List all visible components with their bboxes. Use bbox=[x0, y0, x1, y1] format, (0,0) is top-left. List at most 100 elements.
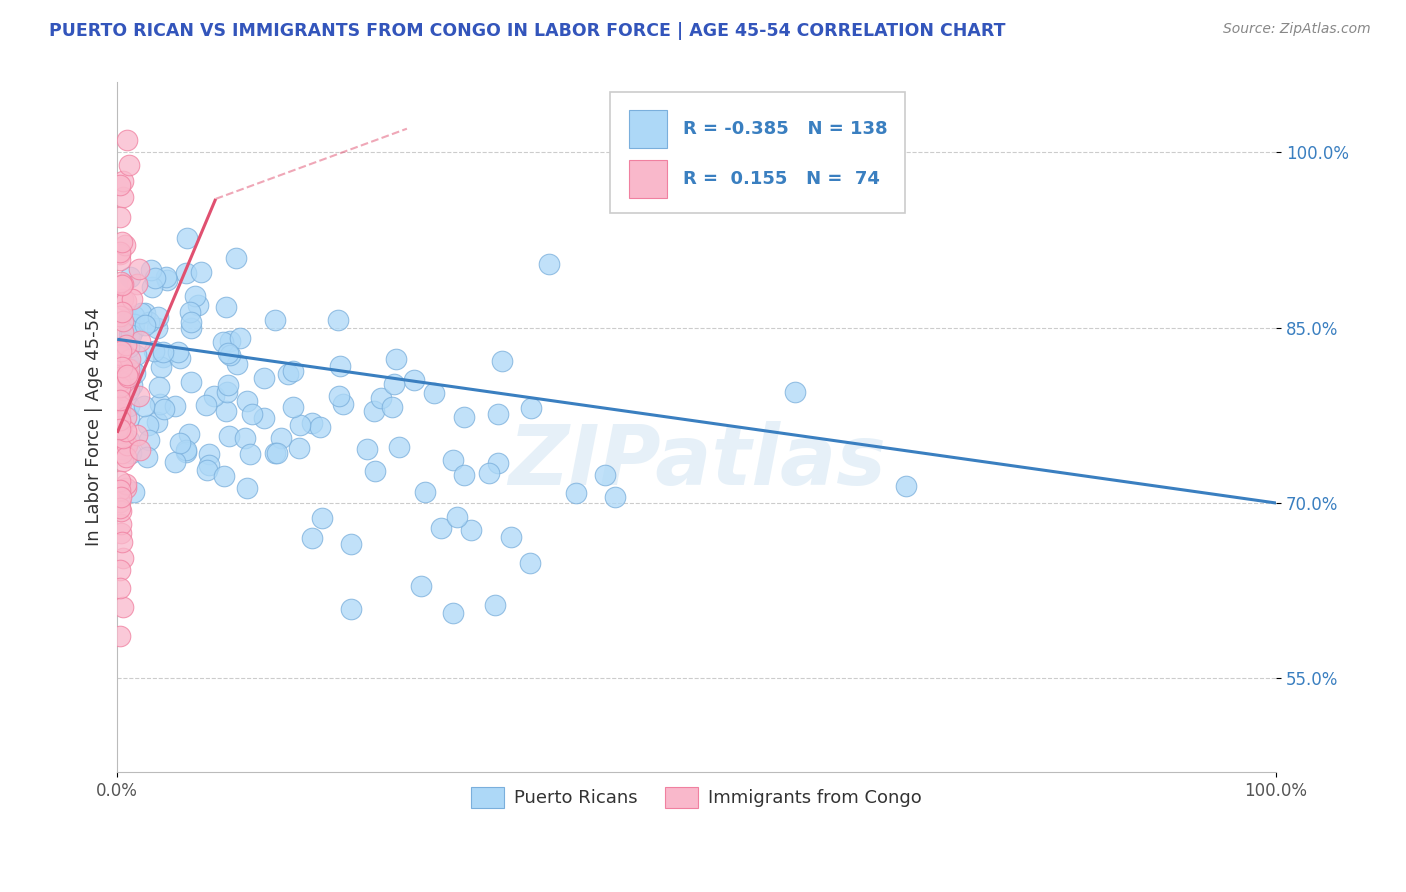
Point bbox=[180, 376, 202, 390]
FancyBboxPatch shape bbox=[630, 110, 666, 148]
Point bbox=[165, 399, 187, 413]
Point bbox=[114, 238, 136, 252]
Point bbox=[108, 400, 131, 414]
Point bbox=[112, 383, 135, 397]
Point bbox=[148, 380, 170, 394]
Point bbox=[145, 415, 167, 429]
Point bbox=[146, 320, 169, 334]
Point bbox=[225, 252, 247, 266]
Text: R = -0.385   N = 138: R = -0.385 N = 138 bbox=[683, 120, 887, 138]
Point bbox=[108, 309, 131, 323]
Point bbox=[117, 370, 139, 384]
Point bbox=[443, 606, 465, 620]
Point bbox=[118, 329, 141, 343]
Point bbox=[108, 252, 131, 267]
Point bbox=[214, 300, 236, 314]
Point bbox=[484, 598, 506, 612]
Point bbox=[195, 398, 218, 412]
Point bbox=[108, 374, 131, 388]
Point bbox=[121, 377, 143, 392]
Point bbox=[212, 469, 235, 483]
Point bbox=[138, 434, 160, 448]
Point bbox=[277, 368, 299, 382]
Point bbox=[219, 334, 242, 348]
Point bbox=[174, 445, 197, 459]
Point bbox=[156, 273, 179, 287]
Point bbox=[108, 247, 131, 261]
Point bbox=[112, 550, 135, 565]
Point bbox=[215, 404, 238, 418]
Point bbox=[111, 325, 134, 339]
Point bbox=[118, 326, 141, 340]
Point bbox=[233, 431, 256, 445]
Point bbox=[118, 158, 141, 172]
Point bbox=[381, 401, 404, 415]
FancyBboxPatch shape bbox=[610, 92, 905, 213]
Point bbox=[120, 361, 142, 376]
Point bbox=[603, 490, 626, 504]
Point bbox=[388, 440, 411, 454]
Point bbox=[491, 353, 513, 368]
Point bbox=[108, 501, 131, 516]
Point bbox=[108, 483, 131, 498]
Point bbox=[118, 433, 141, 447]
Point bbox=[118, 411, 141, 425]
Point bbox=[108, 563, 131, 577]
Point bbox=[110, 244, 132, 259]
Point bbox=[501, 530, 523, 544]
Point bbox=[363, 404, 385, 418]
Point bbox=[108, 422, 131, 436]
FancyBboxPatch shape bbox=[630, 160, 666, 197]
Point bbox=[134, 318, 156, 333]
Point bbox=[217, 346, 239, 360]
Point bbox=[486, 457, 509, 471]
Point bbox=[108, 406, 131, 420]
Point bbox=[169, 351, 191, 365]
Point bbox=[118, 312, 141, 326]
Point bbox=[129, 306, 152, 320]
Point bbox=[328, 389, 350, 403]
Point bbox=[111, 235, 134, 250]
Point bbox=[120, 446, 142, 460]
Text: PUERTO RICAN VS IMMIGRANTS FROM CONGO IN LABOR FORCE | AGE 45-54 CORRELATION CHA: PUERTO RICAN VS IMMIGRANTS FROM CONGO IN… bbox=[49, 22, 1005, 40]
Point bbox=[460, 523, 482, 537]
Point bbox=[152, 401, 174, 416]
Point bbox=[115, 368, 138, 383]
Point bbox=[136, 417, 159, 432]
Point bbox=[111, 599, 134, 614]
Point bbox=[409, 579, 432, 593]
Point bbox=[236, 482, 259, 496]
Point bbox=[110, 526, 132, 541]
Point bbox=[519, 556, 541, 570]
Point bbox=[108, 392, 131, 407]
Point bbox=[118, 399, 141, 413]
Point bbox=[266, 446, 288, 460]
Point bbox=[301, 416, 323, 430]
Point bbox=[120, 270, 142, 285]
Point bbox=[167, 345, 190, 359]
Point bbox=[239, 447, 262, 461]
Point bbox=[894, 479, 917, 493]
Point bbox=[122, 485, 145, 500]
Point bbox=[143, 271, 166, 285]
Point bbox=[179, 304, 201, 318]
Point bbox=[215, 385, 238, 400]
Point bbox=[169, 435, 191, 450]
Point bbox=[108, 346, 131, 360]
Point bbox=[146, 310, 169, 324]
Point bbox=[111, 277, 134, 292]
Point bbox=[110, 504, 132, 518]
Point bbox=[163, 454, 186, 468]
Point bbox=[174, 442, 197, 457]
Point bbox=[240, 407, 263, 421]
Point bbox=[219, 348, 242, 362]
Point bbox=[108, 413, 131, 427]
Point bbox=[441, 452, 464, 467]
Text: R =  0.155   N =  74: R = 0.155 N = 74 bbox=[683, 169, 880, 187]
Point bbox=[108, 350, 131, 364]
Point bbox=[111, 278, 134, 293]
Point bbox=[328, 313, 350, 327]
Point bbox=[115, 481, 138, 495]
Point bbox=[121, 292, 143, 306]
Point bbox=[332, 397, 354, 411]
